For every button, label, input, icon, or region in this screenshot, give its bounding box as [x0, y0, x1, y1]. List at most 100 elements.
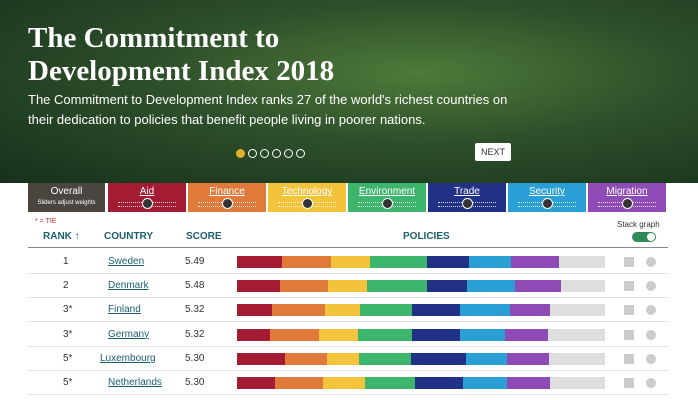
- policy-tab[interactable]: Security: [508, 183, 586, 212]
- carousel-dot[interactable]: [272, 149, 281, 158]
- policy-segment: [326, 352, 360, 365]
- policy-tab[interactable]: Environment: [348, 183, 426, 212]
- policy-segment: [469, 256, 511, 268]
- weight-slider[interactable]: [118, 198, 176, 209]
- country-link[interactable]: Finland: [108, 304, 141, 316]
- row-rule: [28, 297, 668, 299]
- policy-segment: [237, 377, 276, 389]
- twitter-icon[interactable]: [646, 329, 656, 340]
- next-button[interactable]: NEXT: [475, 143, 512, 161]
- tab-label: Aid: [139, 186, 155, 197]
- weight-slider[interactable]: [358, 198, 416, 209]
- policy-tab[interactable]: Finance: [188, 183, 266, 212]
- policy-tab[interactable]: Trade: [428, 183, 506, 212]
- row-rule: [28, 345, 668, 347]
- twitter-icon[interactable]: [646, 305, 656, 316]
- slider-knob[interactable]: [302, 198, 313, 209]
- slider-knob[interactable]: [462, 198, 473, 209]
- policy-segment: [460, 328, 505, 341]
- policy-segment: [510, 256, 559, 268]
- policy-segment: [285, 352, 327, 365]
- facebook-icon[interactable]: [624, 281, 634, 292]
- country-link[interactable]: Netherlands: [108, 377, 162, 388]
- facebook-icon[interactable]: [624, 329, 634, 340]
- column-header[interactable]: SCORE: [186, 231, 222, 242]
- tab-note: Sliders adjust weights: [37, 200, 96, 206]
- weight-slider[interactable]: [598, 198, 656, 209]
- policy-segment: [426, 280, 467, 293]
- facebook-icon[interactable]: [624, 378, 634, 388]
- header-rule: [28, 247, 668, 248]
- country-link[interactable]: Luxembourg: [100, 352, 156, 364]
- hero-banner: The Commitment to Development Index 2018…: [0, 0, 698, 183]
- column-header: POLICIES: [403, 231, 450, 242]
- slider-knob[interactable]: [142, 198, 153, 209]
- policy-segment: [365, 377, 415, 389]
- column-header[interactable]: COUNTRY: [104, 231, 154, 242]
- policy-tab[interactable]: Overall Sliders adjust weights: [28, 183, 105, 212]
- policy-segment: [269, 328, 320, 341]
- score: 5.49: [185, 256, 205, 267]
- twitter-icon[interactable]: [646, 257, 656, 267]
- policy-segment: [331, 256, 370, 268]
- carousel-dot[interactable]: [248, 149, 257, 158]
- policy-segment: [325, 304, 361, 317]
- score: 5.30: [185, 377, 205, 388]
- country-link[interactable]: Sweden: [108, 256, 145, 267]
- carousel-dot[interactable]: [236, 149, 245, 158]
- policy-segment: [275, 377, 324, 389]
- country-link[interactable]: Denmark: [108, 280, 149, 292]
- policy-segment: [507, 352, 549, 365]
- row-rule: [28, 394, 668, 395]
- policy-segment: [466, 280, 515, 293]
- weight-slider[interactable]: [278, 198, 336, 209]
- policy-segment: [506, 377, 550, 389]
- column-header[interactable]: RANK ↑: [43, 231, 80, 242]
- policy-segment: [237, 328, 270, 341]
- tab-label: Security: [528, 186, 566, 197]
- rank: 3*: [63, 328, 73, 340]
- facebook-icon[interactable]: [624, 305, 634, 316]
- policy-segment: [505, 328, 549, 341]
- policy-segment: [412, 304, 461, 317]
- policy-tab[interactable]: Migration: [588, 183, 666, 212]
- policy-segment: [319, 328, 358, 341]
- slider-knob[interactable]: [542, 198, 553, 209]
- policy-segment: [280, 280, 329, 293]
- carousel-dot[interactable]: [284, 149, 293, 158]
- weight-slider[interactable]: [198, 198, 256, 209]
- twitter-icon[interactable]: [646, 353, 656, 364]
- carousel-dot[interactable]: [296, 149, 305, 158]
- score: 5.32: [185, 304, 205, 316]
- policy-segment: [323, 377, 365, 389]
- score: 5.32: [185, 328, 205, 340]
- policy-segment: [411, 352, 466, 365]
- tab-label: Migration: [606, 186, 648, 197]
- tab-label: Trade: [454, 186, 480, 197]
- policy-segment: [237, 280, 281, 293]
- facebook-icon[interactable]: [624, 257, 634, 267]
- policy-tab[interactable]: Technology: [268, 183, 346, 212]
- subtitle: The Commitment to Development Index rank…: [28, 92, 508, 127]
- policy-segment: [412, 328, 461, 341]
- facebook-icon[interactable]: [624, 353, 634, 364]
- slider-knob[interactable]: [222, 198, 233, 209]
- weight-slider[interactable]: [438, 198, 496, 209]
- rank: 5*: [63, 352, 73, 364]
- tab-label: Finance: [209, 186, 245, 197]
- policy-segment: [360, 304, 413, 317]
- weight-slider[interactable]: [518, 198, 576, 209]
- policy-tab[interactable]: Aid: [108, 183, 186, 212]
- slider-knob[interactable]: [622, 198, 633, 209]
- twitter-icon[interactable]: [646, 281, 656, 292]
- country-link[interactable]: Germany: [108, 328, 150, 340]
- toggle[interactable]: [632, 232, 656, 242]
- rank: 5*: [63, 377, 73, 388]
- tab-label: Environment: [358, 186, 416, 197]
- twitter-icon[interactable]: [646, 378, 656, 388]
- slider-knob[interactable]: [382, 198, 393, 209]
- rank: 3*: [63, 304, 73, 316]
- policy-segment: [462, 377, 507, 389]
- carousel-dot[interactable]: [260, 149, 269, 158]
